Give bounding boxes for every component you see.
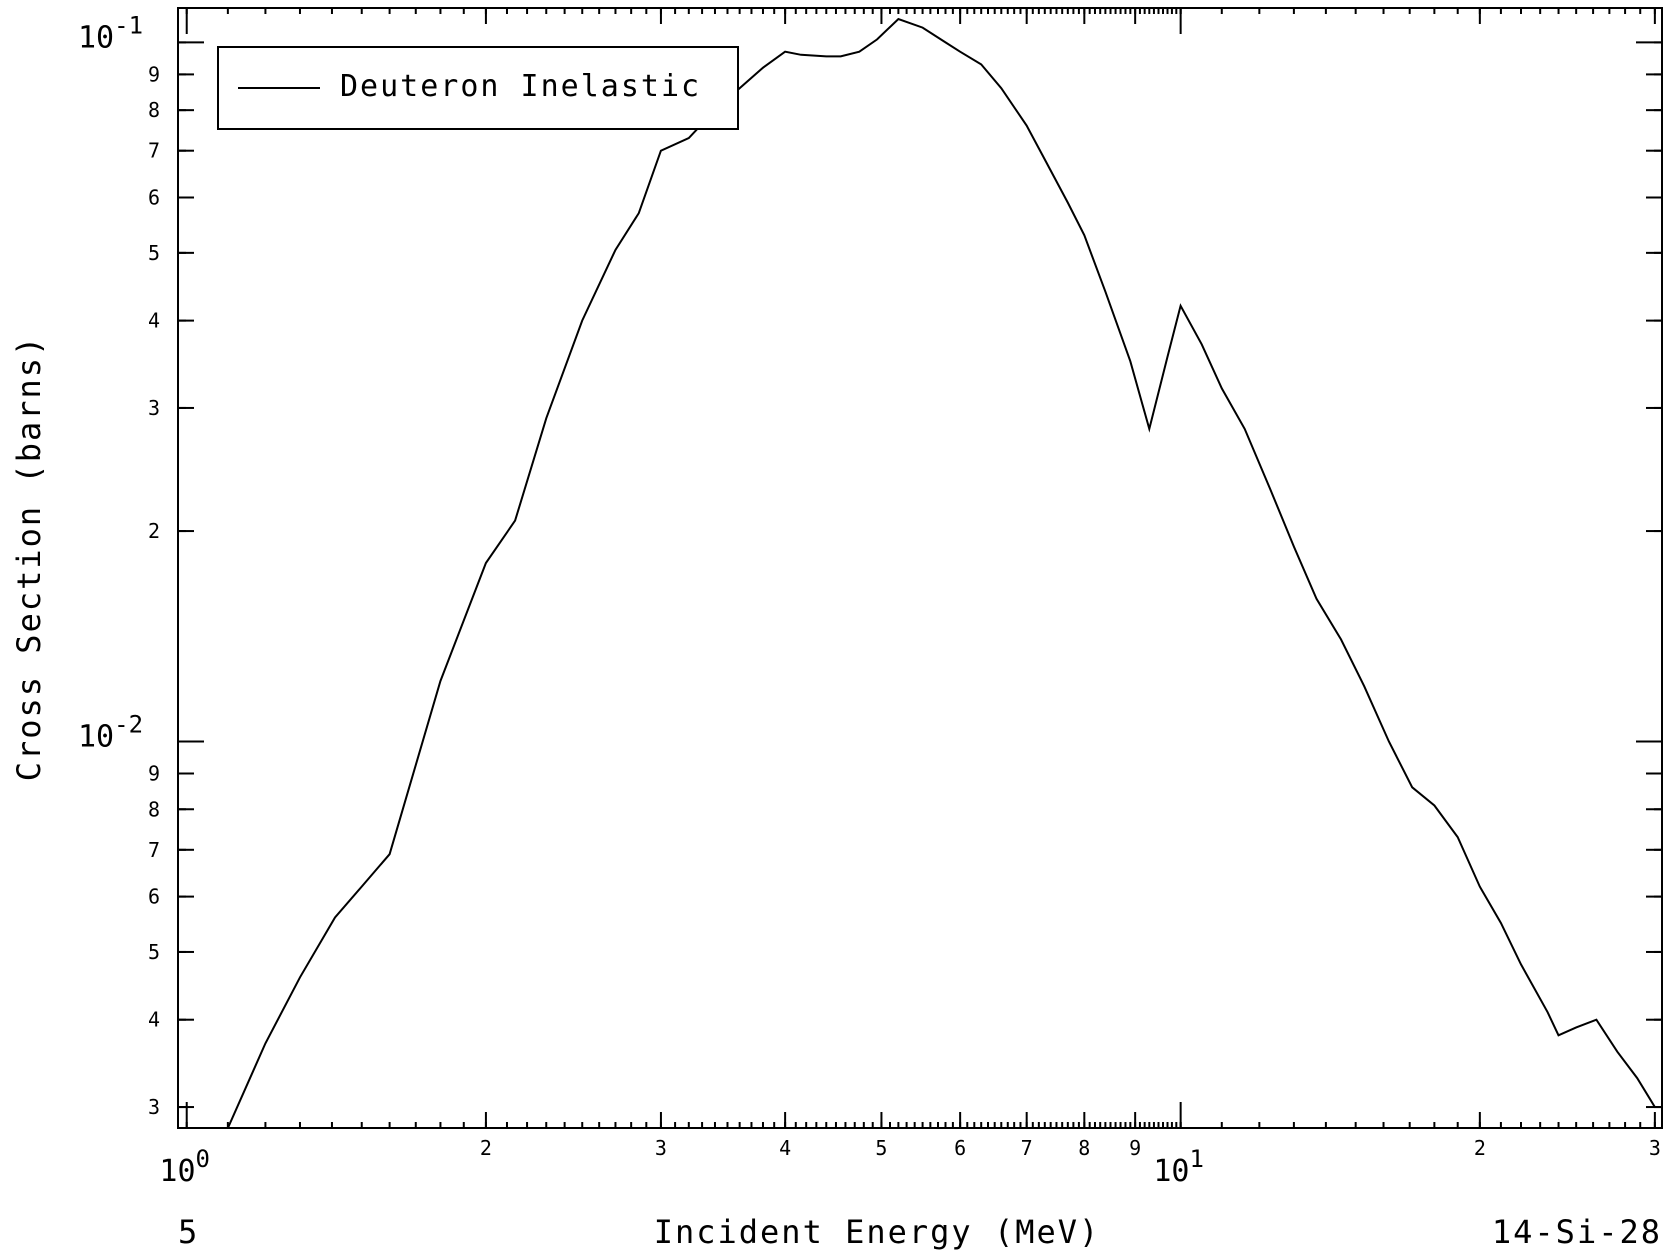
legend-label: Deuteron Inelastic [340,69,701,104]
y-axis-title: Cross Section (barns) [10,335,48,782]
x-tick-label: 5 [875,1136,887,1160]
y-tick-label: 8 [148,98,160,122]
x-tick-label: 9 [1129,1136,1141,1160]
y-tick-label: 7 [148,139,160,163]
plot-frame [177,7,1663,1129]
x-tick-label: 3 [655,1136,667,1160]
x-major-tick-label: 100 [159,1145,210,1189]
x-major-tick-label: 101 [1153,1145,1204,1189]
y-tick-label: 3 [148,1095,160,1119]
y-tick-label: 6 [148,186,160,210]
y-major-tick-label: 10-1 [78,11,143,55]
x-tick-label: 3 [1649,1136,1661,1160]
x-axis-title: Incident Energy (MeV) [654,1213,1101,1251]
y-tick-label: 7 [148,838,160,862]
y-tick-label: 9 [148,62,160,86]
x-tick-label: 2 [480,1136,492,1160]
y-tick-label: 9 [148,761,160,785]
axis-ticks [178,8,1662,1128]
series-line-deuteron-inelastic [226,17,1656,1128]
y-tick-label: 4 [148,1008,160,1032]
y-tick-label: 2 [148,519,160,543]
footer-left-label: 5 [178,1213,199,1251]
y-tick-label: 8 [148,797,160,821]
legend: Deuteron Inelastic [217,46,739,130]
y-tick-label: 3 [148,396,160,420]
footer-right-label: 14-Si-28 [1492,1213,1662,1251]
y-tick-label: 4 [148,309,160,333]
y-tick-label: 5 [148,241,160,265]
axis-tick-labels: 2 3 4 5 6 7 8 9 2 3 100 101 9 8 7 6 5 4 3 2 9 8 7 6 5 4 3 10-1 10-2 [78,11,1661,1189]
x-tick-label: 4 [779,1136,791,1160]
x-tick-label: 7 [1021,1136,1033,1160]
x-tick-label: 8 [1078,1136,1090,1160]
x-tick-label: 2 [1474,1136,1486,1160]
y-major-tick-label: 10-2 [78,711,143,755]
x-tick-label: 6 [954,1136,966,1160]
y-tick-label: 5 [148,940,160,964]
y-tick-label: 6 [148,885,160,909]
